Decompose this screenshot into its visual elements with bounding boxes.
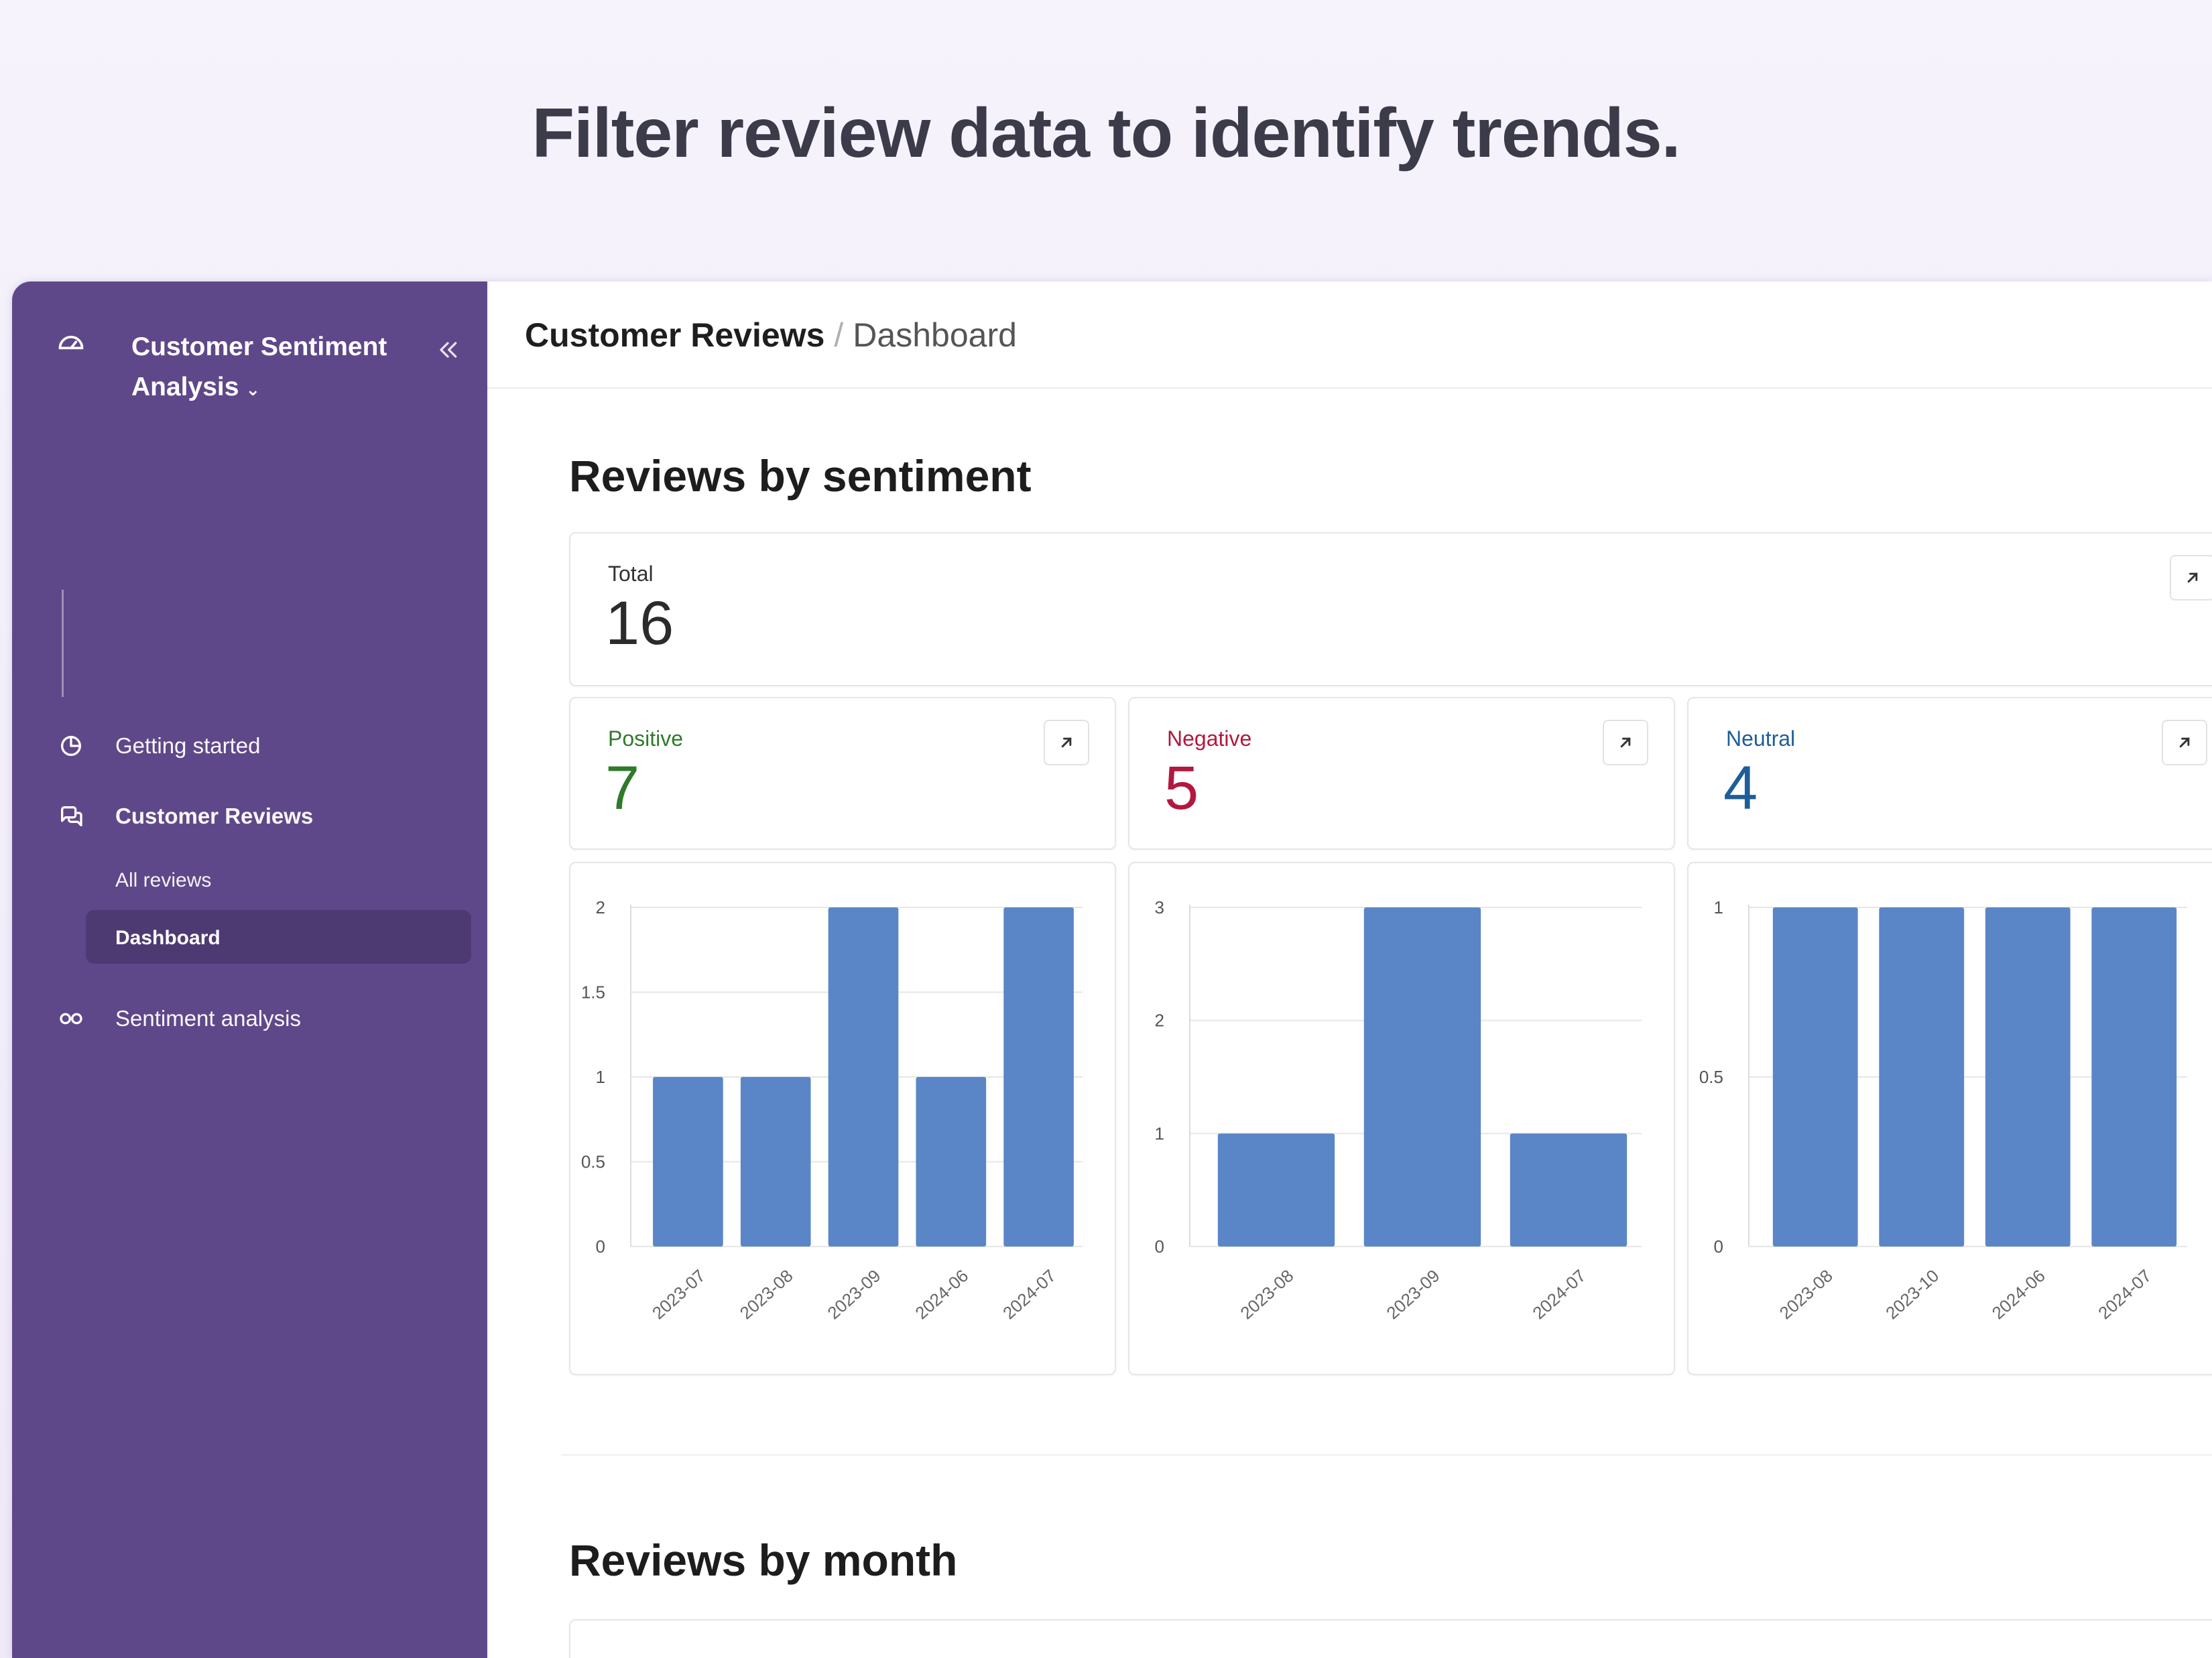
bar (1879, 907, 1965, 1247)
month-chart-card (569, 1619, 2212, 1658)
bar (828, 907, 899, 1247)
chat-bubbles-icon (61, 806, 82, 826)
top-bar: Customer Reviews / Dashboard (487, 281, 2212, 389)
positive-value: 7 (605, 754, 640, 822)
x-tick-label: 2024-07 (1528, 1265, 1589, 1323)
x-tick-label: 2024-07 (2094, 1265, 2155, 1323)
positive-label: Positive (608, 726, 684, 751)
expand-button-positive[interactable] (1044, 720, 1089, 765)
app-name-label: Customer Sentiment Analysis (131, 332, 387, 401)
bar (916, 1077, 987, 1247)
bar (1217, 1133, 1335, 1247)
arrow-up-right-icon (1061, 737, 1072, 748)
bar (653, 1077, 723, 1247)
bar (1363, 907, 1481, 1247)
y-tick-label: 1.5 (581, 982, 605, 1003)
bar (2091, 907, 2177, 1247)
arrow-up-right-icon (2187, 572, 2198, 583)
negative-card: Negative 5 (1128, 697, 1675, 850)
sidebar: Customer Sentiment Analysis ⌄ Getting sta… (12, 281, 487, 1658)
sidebar-subitem-all-reviews[interactable]: All reviews (86, 852, 471, 906)
double-chevron-left-icon[interactable] (434, 336, 461, 363)
sidebar-subitem-dashboard[interactable]: Dashboard (86, 910, 471, 964)
y-tick-label: 1 (1155, 1123, 1164, 1143)
x-tick-label: 2023-09 (1382, 1265, 1443, 1323)
y-tick-label: 1 (596, 1067, 605, 1087)
positive-card: Positive 7 (569, 697, 1116, 850)
total-label: Total (608, 562, 654, 586)
y-tick-label: 2 (596, 897, 605, 917)
y-tick-label: 3 (1155, 897, 1164, 917)
sidebar-item-getting-started[interactable]: Getting started (46, 719, 468, 773)
section-divider (561, 1454, 2212, 1456)
y-tick-label: 0 (1155, 1236, 1164, 1257)
x-tick-label: 2024-06 (1988, 1265, 2049, 1323)
neutral-bar-chart: 0 0.5 1 2023-08 2023-10 2024-06 2024-07 (1699, 897, 2187, 1323)
y-tick-label: 0.5 (581, 1152, 605, 1172)
subnav-rail (62, 590, 64, 697)
x-tick-label: 2023-10 (1882, 1265, 1943, 1323)
x-tick-label: 2023-08 (1776, 1265, 1837, 1323)
x-tick-label: 2023-07 (648, 1265, 709, 1323)
sidebar-item-customer-reviews[interactable]: Customer Reviews (46, 789, 468, 843)
neutral-label: Neutral (1726, 726, 1796, 751)
total-value: 16 (605, 589, 674, 657)
breadcrumb-current: Dashboard (853, 316, 1017, 354)
sidebar-item-label: Customer Reviews (115, 804, 314, 828)
bar (740, 1077, 811, 1247)
neutral-chart-card: 0 0.5 1 2023-08 2023-10 2024-06 2024-07 (1687, 862, 2212, 1375)
app-name[interactable]: Customer Sentiment Analysis ⌄ (131, 327, 433, 409)
x-tick-label: 2024-06 (911, 1265, 972, 1323)
positive-chart-card: 0 0.5 1 1.5 2 2023-07 2023-08 2023-09 2024-06 202… (569, 862, 1116, 1375)
neutral-card: Neutral 4 (1687, 697, 2212, 850)
arrow-up-right-icon (2179, 737, 2190, 748)
bar (1003, 907, 1074, 1247)
section-title-month: Reviews by month (569, 1535, 958, 1585)
y-tick-label: 0 (1714, 1236, 1723, 1257)
breadcrumb-separator: / (834, 316, 844, 354)
expand-button-negative[interactable] (1603, 720, 1648, 765)
negative-label: Negative (1167, 726, 1252, 751)
positive-bar-chart: 0 0.5 1 1.5 2 2023-07 2023-08 2023-09 2024-06 202… (581, 897, 1083, 1323)
negative-chart-card: 0 1 2 3 2023-08 2023-09 2024-07 (1128, 862, 1675, 1375)
chevron-down-icon: ⌄ (245, 379, 261, 399)
bar (1510, 1133, 1627, 1247)
neutral-value: 4 (1723, 754, 1758, 822)
y-tick-label: 1 (1714, 897, 1723, 917)
expand-button-neutral[interactable] (2162, 720, 2207, 765)
infinity-icon (60, 1013, 82, 1025)
sidebar-item-sentiment-analysis[interactable]: Sentiment analysis (46, 992, 468, 1045)
sidebar-subitem-label: All reviews (115, 869, 212, 891)
sidebar-item-label: Sentiment analysis (115, 1006, 301, 1031)
speedometer-icon (58, 336, 84, 350)
expand-button-total[interactable] (2170, 555, 2212, 600)
breadcrumb: Customer Reviews / Dashboard (525, 314, 1017, 357)
main-content: Customer Reviews / Dashboard Reviews by se… (487, 281, 2212, 1658)
x-tick-label: 2024-07 (999, 1265, 1060, 1323)
sidebar-subitem-label: Dashboard (115, 927, 221, 949)
y-tick-label: 0 (596, 1236, 605, 1257)
y-tick-label: 2 (1155, 1011, 1164, 1031)
page-headline: Filter review data to identify trends. (532, 94, 1680, 172)
negative-value: 5 (1164, 754, 1199, 822)
bar (1985, 907, 2071, 1247)
arrow-up-right-icon (1620, 737, 1631, 748)
rocket-icon (61, 736, 82, 756)
x-tick-label: 2023-08 (736, 1265, 797, 1323)
section-title-sentiment: Reviews by sentiment (569, 451, 1032, 501)
app-window: Customer Sentiment Analysis ⌄ Getting sta… (12, 281, 2212, 1658)
total-card: Total 16 (569, 532, 2212, 686)
x-tick-label: 2023-09 (823, 1265, 884, 1323)
bar (1772, 907, 1858, 1247)
app-switcher[interactable]: Customer Sentiment Analysis ⌄ (46, 314, 468, 401)
y-tick-label: 0.5 (1699, 1067, 1723, 1087)
x-tick-label: 2023-08 (1236, 1265, 1297, 1323)
sidebar-item-label: Getting started (115, 733, 261, 758)
negative-bar-chart: 0 1 2 3 2023-08 2023-09 2024-07 (1155, 897, 1642, 1323)
breadcrumb-parent[interactable]: Customer Reviews (525, 316, 825, 354)
